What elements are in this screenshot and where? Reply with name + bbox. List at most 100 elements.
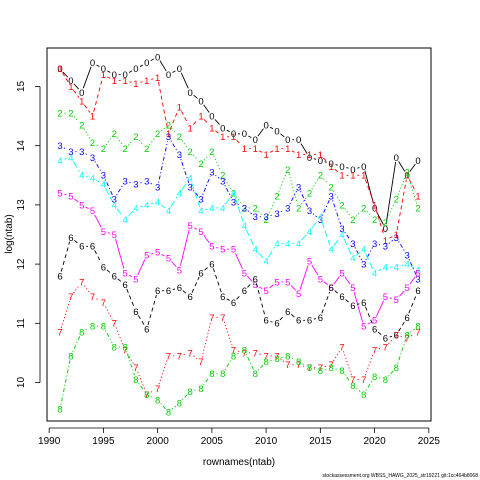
series-8-segment [281, 356, 284, 359]
series-3-segment [116, 184, 124, 196]
series-5-point: 5 [329, 283, 334, 294]
series-6-point: 6 [361, 298, 366, 309]
series-8-segment [203, 376, 210, 386]
series-4-segment [151, 202, 154, 205]
series-6-segment [357, 303, 360, 305]
series-7-point: 7 [57, 328, 62, 339]
series-1-point: 1 [79, 97, 84, 108]
series-3-point: 3 [144, 177, 149, 188]
series-4-point: 4 [122, 215, 127, 226]
series-7-point: 7 [415, 328, 420, 339]
series-3-segment [202, 176, 211, 195]
series-7-segment [237, 350, 241, 353]
series-5-point: 5 [57, 188, 62, 199]
series-0-segment [96, 64, 100, 67]
series-6-point: 6 [188, 292, 193, 303]
series-3-point: 3 [263, 212, 268, 223]
series-2-segment [171, 127, 177, 134]
series-2-point: 2 [285, 165, 290, 176]
series-4-point: 4 [394, 262, 399, 273]
series-5-point: 5 [318, 274, 323, 285]
series-5-point: 5 [404, 283, 409, 294]
series-4-point: 4 [339, 230, 344, 241]
series-7-point: 7 [307, 363, 312, 374]
series-3-point: 3 [57, 141, 62, 152]
series-2-point: 2 [394, 194, 399, 205]
series-8-point: 8 [79, 328, 84, 339]
series-7-segment [105, 306, 113, 320]
series-0-point: 0 [318, 156, 323, 167]
series-8-segment [378, 377, 382, 379]
series-2-point: 2 [155, 129, 160, 140]
series-3-segment [378, 244, 382, 246]
series-5-point: 5 [133, 274, 138, 285]
series-4-segment [333, 237, 340, 246]
y-tick-label: 11 [16, 318, 27, 329]
series-2-segment [267, 199, 276, 216]
series-3-point: 3 [307, 206, 312, 217]
series-4-point: 4 [112, 200, 117, 211]
series-0-point: 0 [404, 171, 409, 182]
series-7-segment [60, 300, 70, 329]
series-3-point: 3 [90, 153, 95, 164]
series-1-point: 1 [263, 150, 268, 161]
series-5-segment [107, 232, 111, 234]
series-7-segment [73, 285, 80, 294]
series-7-point: 7 [198, 357, 203, 368]
series-1-point: 1 [404, 171, 409, 182]
series-5-segment [203, 234, 210, 243]
series-3-point: 3 [383, 242, 388, 253]
series-1-segment [61, 72, 69, 83]
series-7-point: 7 [101, 298, 106, 309]
series-2-point: 2 [90, 138, 95, 149]
series-5-point: 5 [242, 268, 247, 279]
series-8-point: 8 [339, 366, 344, 377]
series-6-point: 6 [285, 307, 290, 318]
series-0-point: 0 [133, 64, 138, 75]
series-8-point: 8 [242, 345, 247, 356]
series-0-point: 0 [274, 126, 279, 137]
series-3-point: 3 [361, 260, 366, 271]
series-5-point: 5 [253, 280, 258, 291]
series-2-point: 2 [79, 120, 84, 131]
series-2-point: 2 [166, 120, 171, 131]
series-6-point: 6 [318, 313, 323, 324]
series-8-point: 8 [415, 322, 420, 333]
series-6-segment [74, 239, 79, 244]
series-7-segment [324, 365, 327, 367]
series-8-segment [356, 387, 361, 392]
series-8-point: 8 [188, 387, 193, 398]
footer-text: stockassessment.org WBSS_HAWG_2025_str19… [323, 473, 479, 479]
series-7-point: 7 [90, 292, 95, 303]
series-2-point: 2 [307, 188, 312, 199]
series-6-segment [279, 314, 286, 321]
series-0-segment [324, 161, 327, 163]
series-0-segment [128, 70, 133, 73]
series-4-point: 4 [415, 265, 420, 276]
series-1-segment [375, 209, 385, 237]
series-4-segment [85, 176, 89, 178]
series-0-point: 0 [231, 129, 236, 140]
series-4-point: 4 [133, 203, 138, 214]
series-8-point: 8 [263, 357, 268, 368]
series-3-point: 3 [133, 180, 138, 191]
series-2-point: 2 [253, 203, 258, 214]
series-4-point: 4 [155, 197, 160, 208]
series-4-point: 4 [253, 245, 258, 256]
series-2-segment [257, 210, 264, 217]
series-1-segment [158, 81, 169, 130]
series-2-segment [138, 139, 145, 146]
series-6-segment [60, 241, 71, 272]
series-0-segment [82, 66, 92, 89]
series-0-point: 0 [350, 165, 355, 176]
series-8-point: 8 [198, 384, 203, 395]
series-5-segment [367, 322, 371, 325]
series-8-segment [171, 405, 177, 410]
series-8-segment [72, 336, 81, 352]
series-1-segment [84, 104, 91, 113]
series-2-segment [105, 137, 112, 146]
series-5-point: 5 [383, 292, 388, 303]
